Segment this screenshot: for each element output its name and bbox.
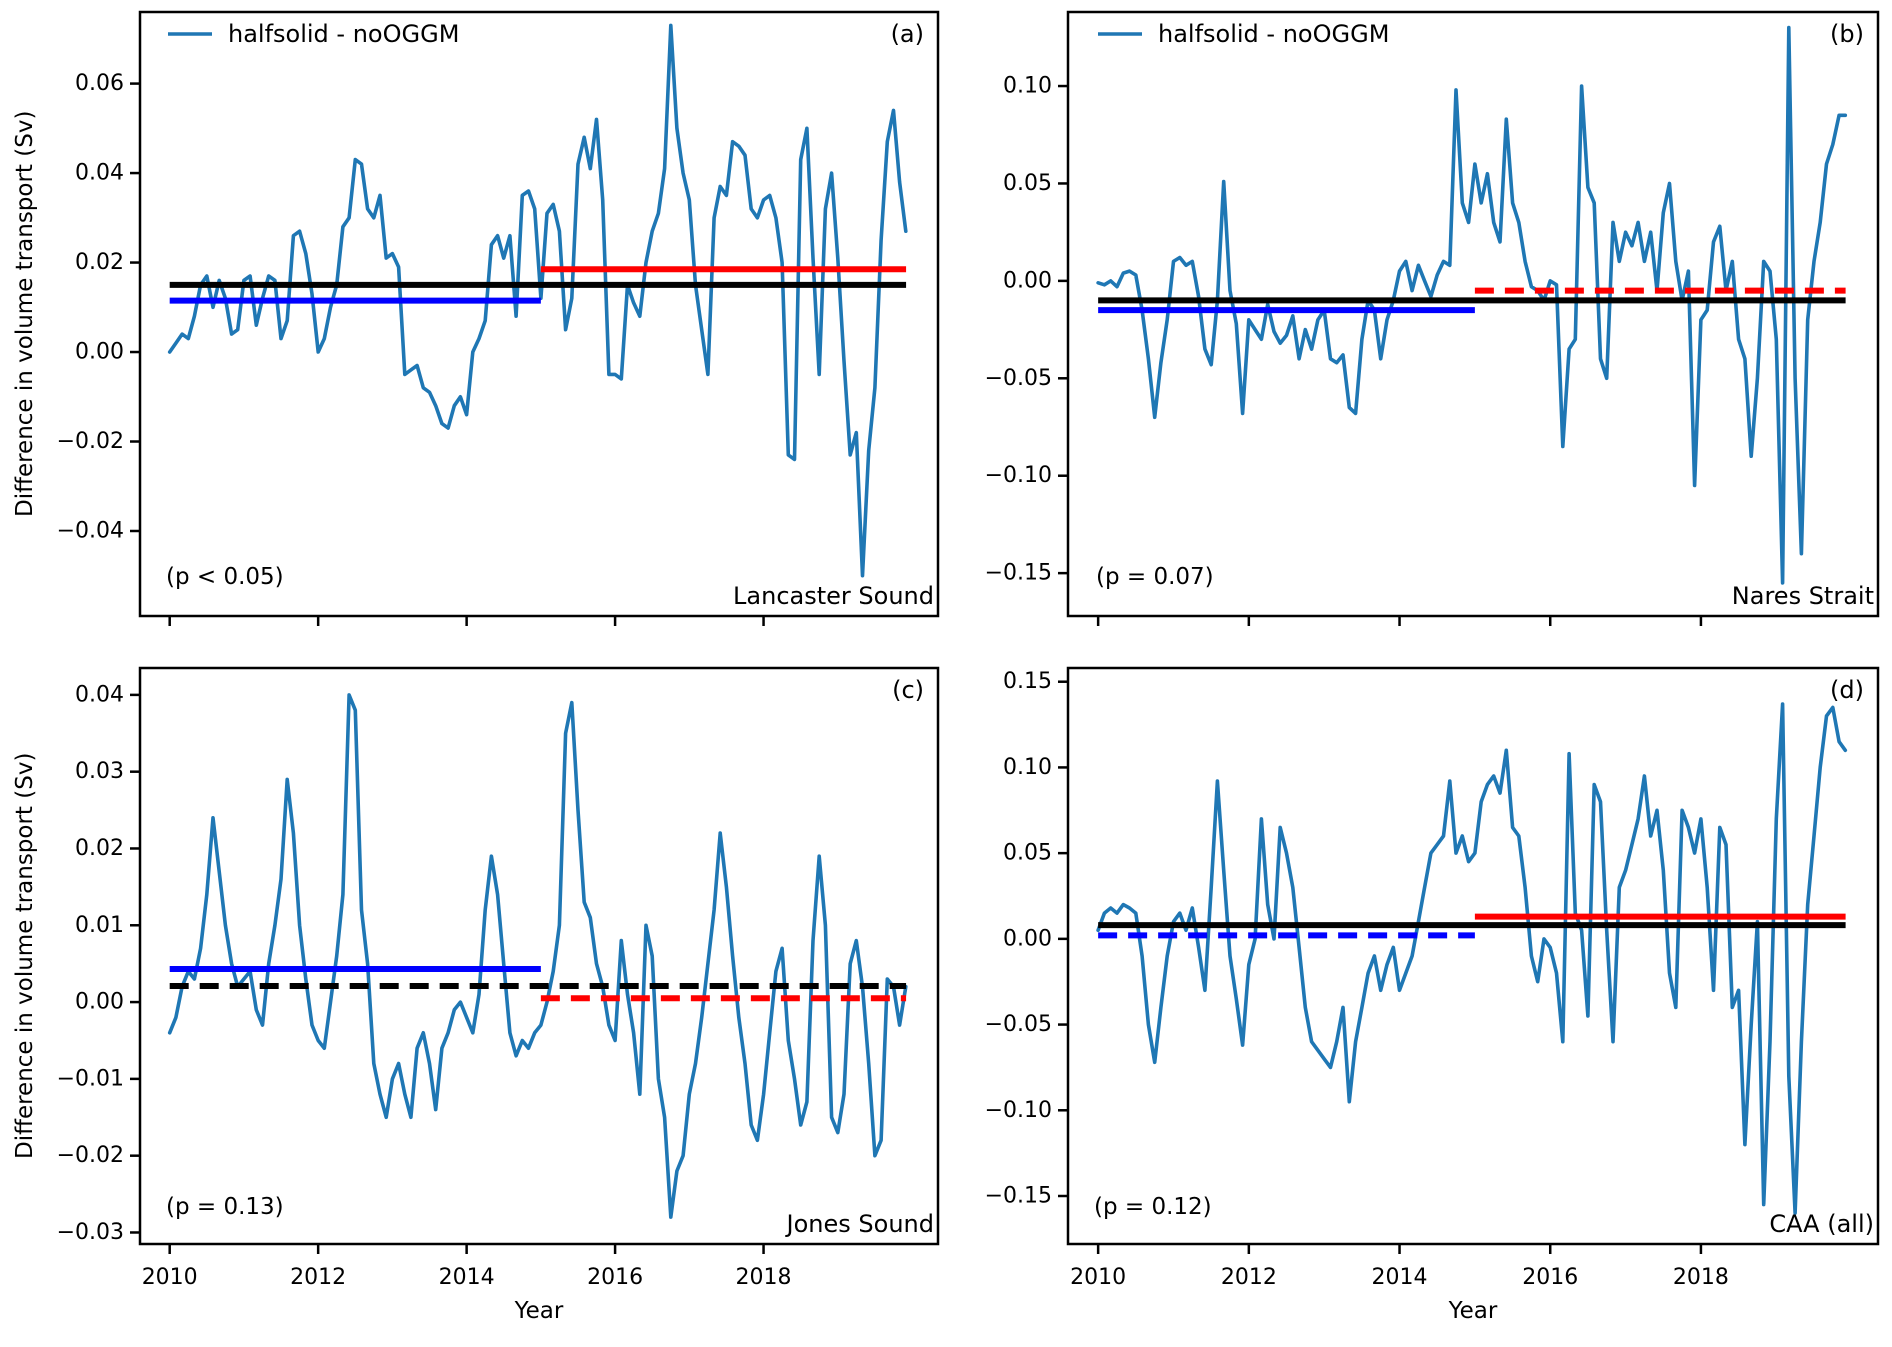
y-tick-label: −0.15 bbox=[985, 561, 1052, 586]
axes-frame bbox=[1066, 10, 1880, 618]
legend-line-sample bbox=[1098, 32, 1142, 36]
legend: halfsolid - noOGGM bbox=[166, 20, 459, 48]
panel-caa-all: 0.15 0.10 0.05 0.00 −0.05 −0.10 −0.15 2010 2012 2… bbox=[985, 666, 1880, 1290]
axes-frame bbox=[138, 666, 940, 1246]
series-line-halfsolid-noOGGM bbox=[1096, 25, 1848, 585]
x-tick-label: 2014 bbox=[1372, 1265, 1428, 1290]
series-line-halfsolid-noOGGM bbox=[1096, 702, 1848, 1215]
x-tick-label: 2010 bbox=[1070, 1265, 1126, 1290]
p-value-annotation: (p < 0.05) bbox=[166, 564, 284, 590]
y-tick-label: 0.00 bbox=[1003, 268, 1052, 293]
y-tick-label: 0.04 bbox=[75, 161, 124, 186]
axes-frame bbox=[1066, 666, 1880, 1246]
y-tick-label: 0.01 bbox=[75, 913, 124, 938]
region-label: Nares Strait bbox=[1731, 582, 1874, 610]
panel-nares-strait: 0.10 0.05 0.00 −0.05 −0.10 −0.15 bbox=[985, 10, 1880, 626]
region-label: Jones Sound bbox=[786, 1210, 934, 1238]
region-label: CAA (all) bbox=[1769, 1210, 1874, 1238]
x-tick-label: 2014 bbox=[439, 1265, 495, 1290]
x-axis-label: Year bbox=[1448, 1298, 1498, 1324]
panel-label-b: (b) bbox=[1830, 20, 1864, 48]
panel-label-a: (a) bbox=[890, 20, 924, 48]
y-tick-label: 0.02 bbox=[75, 250, 124, 275]
y-tick-label: 0.05 bbox=[1003, 171, 1052, 196]
y-tick-label: −0.04 bbox=[57, 518, 124, 543]
x-tick-label: 2018 bbox=[736, 1265, 792, 1290]
region-label: Lancaster Sound bbox=[733, 582, 934, 610]
y-tick-label: 0.15 bbox=[1003, 669, 1052, 694]
y-axis-label: Difference in volume transport (Sv) bbox=[12, 752, 38, 1160]
y-tick-label: −0.01 bbox=[57, 1066, 124, 1091]
y-tick-label: 0.05 bbox=[1003, 841, 1052, 866]
x-tick-label: 2016 bbox=[587, 1265, 643, 1290]
x-tick-label: 2018 bbox=[1673, 1265, 1729, 1290]
x-axis-label: Year bbox=[514, 1298, 564, 1324]
p-value-annotation: (p = 0.13) bbox=[166, 1194, 284, 1220]
panel-label-c: (c) bbox=[892, 676, 924, 704]
y-tick-label: −0.05 bbox=[985, 1012, 1052, 1037]
y-axis-label: Difference in volume transport (Sv) bbox=[12, 110, 38, 518]
panel-lancaster-sound: 0.06 0.04 0.02 0.00 −0.02 −0.04 bbox=[57, 10, 940, 626]
legend-label: halfsolid - noOGGM bbox=[1158, 20, 1390, 48]
legend: halfsolid - noOGGM bbox=[1096, 20, 1389, 48]
x-tick-label: 2010 bbox=[142, 1265, 198, 1290]
y-tick-label: −0.03 bbox=[57, 1220, 124, 1245]
y-tick-label: −0.10 bbox=[985, 463, 1052, 488]
p-value-annotation: (p = 0.07) bbox=[1096, 564, 1214, 590]
y-tick-label: 0.00 bbox=[75, 990, 124, 1015]
y-tick-label: −0.05 bbox=[985, 366, 1052, 391]
x-tick-label: 2016 bbox=[1522, 1265, 1578, 1290]
y-tick-label: −0.02 bbox=[57, 429, 124, 454]
y-tick-label: −0.15 bbox=[985, 1184, 1052, 1209]
axes-frame bbox=[138, 10, 940, 618]
series-line-halfsolid-noOGGM bbox=[167, 23, 908, 578]
panel-jones-sound: 0.04 0.03 0.02 0.01 0.00 −0.01 −0.02 −0.03 2010 2… bbox=[57, 666, 940, 1290]
y-tick-label: 0.10 bbox=[1003, 74, 1052, 99]
y-tick-label: 0.04 bbox=[75, 682, 124, 707]
y-tick-label: −0.02 bbox=[57, 1143, 124, 1168]
y-tick-label: 0.02 bbox=[75, 836, 124, 861]
p-value-annotation: (p = 0.12) bbox=[1094, 1194, 1212, 1220]
y-tick-label: 0.06 bbox=[75, 71, 124, 96]
y-tick-label: −0.10 bbox=[985, 1098, 1052, 1123]
legend-line-sample bbox=[168, 32, 212, 36]
x-tick-label: 2012 bbox=[1221, 1265, 1277, 1290]
series-line-halfsolid-noOGGM bbox=[167, 693, 908, 1219]
y-tick-label: 0.00 bbox=[75, 340, 124, 365]
y-tick-label: 0.00 bbox=[1003, 926, 1052, 951]
y-tick-label: 0.10 bbox=[1003, 755, 1052, 780]
panel-label-d: (d) bbox=[1830, 676, 1864, 704]
y-tick-label: 0.03 bbox=[75, 759, 124, 784]
legend-label: halfsolid - noOGGM bbox=[228, 20, 460, 48]
x-tick-label: 2012 bbox=[290, 1265, 346, 1290]
